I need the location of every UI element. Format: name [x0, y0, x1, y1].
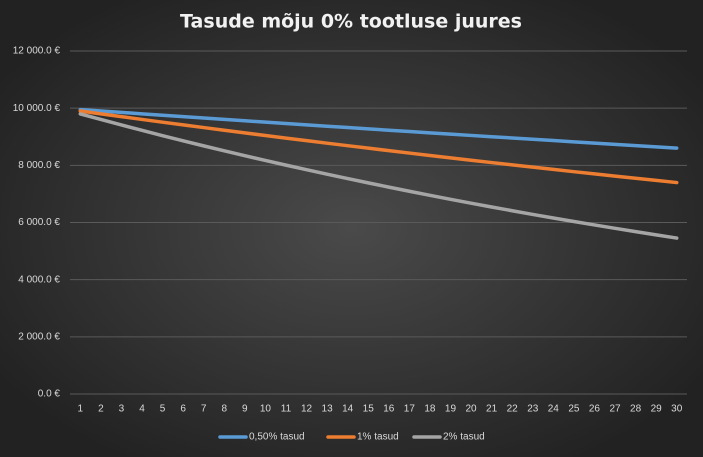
x-tick-label: 19: [445, 404, 457, 415]
legend-label: 0,50% tasud: [249, 432, 305, 443]
x-tick-label: 9: [242, 404, 248, 415]
x-tick-label: 8: [221, 404, 227, 415]
legend-label: 1% tasud: [357, 432, 399, 443]
y-tick-label: 8 000.0 €: [18, 160, 60, 171]
x-tick-label: 14: [342, 404, 354, 415]
y-tick-label: 10 000.0 €: [13, 103, 61, 114]
x-tick-label: 11: [281, 404, 292, 415]
x-tick-label: 4: [139, 404, 145, 415]
x-tick-label: 10: [260, 404, 272, 415]
x-tick-label: 27: [609, 404, 621, 415]
x-tick-label: 6: [180, 404, 186, 415]
y-tick-label: 6 000.0 €: [18, 217, 60, 228]
y-tick-label: 4 000.0 €: [18, 274, 60, 285]
x-tick-label: 1: [78, 404, 84, 415]
x-tick-label: 21: [486, 404, 498, 415]
x-tick-label: 12: [301, 404, 313, 415]
x-tick-label: 18: [424, 404, 436, 415]
x-tick-label: 16: [383, 404, 395, 415]
series-line: [78, 112, 679, 240]
series-line: [78, 109, 679, 185]
x-tick-label: 29: [651, 404, 663, 415]
y-tick-label: 2 000.0 €: [18, 331, 60, 342]
x-tick-label: 15: [363, 404, 375, 415]
x-tick-label: 23: [527, 404, 539, 415]
x-tick-label: 26: [589, 404, 601, 415]
x-tick-label: 28: [630, 404, 642, 415]
x-tick-label: 13: [322, 404, 334, 415]
legend-label: 2% tasud: [443, 432, 485, 443]
x-tick-label: 30: [671, 404, 683, 415]
x-tick-label: 2: [98, 404, 104, 415]
chart-title: Tasude mõju 0% tootluse juures: [180, 11, 522, 33]
y-tick-label: 0.0 €: [38, 389, 61, 400]
x-tick-label: 25: [568, 404, 580, 415]
x-tick-label: 7: [201, 404, 207, 415]
series-line: [78, 107, 679, 150]
x-tick-label: 20: [465, 404, 477, 415]
x-tick-label: 5: [160, 404, 166, 415]
x-tick-label: 17: [404, 404, 416, 415]
x-tick-label: 24: [548, 404, 560, 415]
x-tick-label: 3: [119, 404, 125, 415]
x-tick-label: 22: [507, 404, 519, 415]
y-tick-label: 12 000.0 €: [13, 46, 61, 57]
